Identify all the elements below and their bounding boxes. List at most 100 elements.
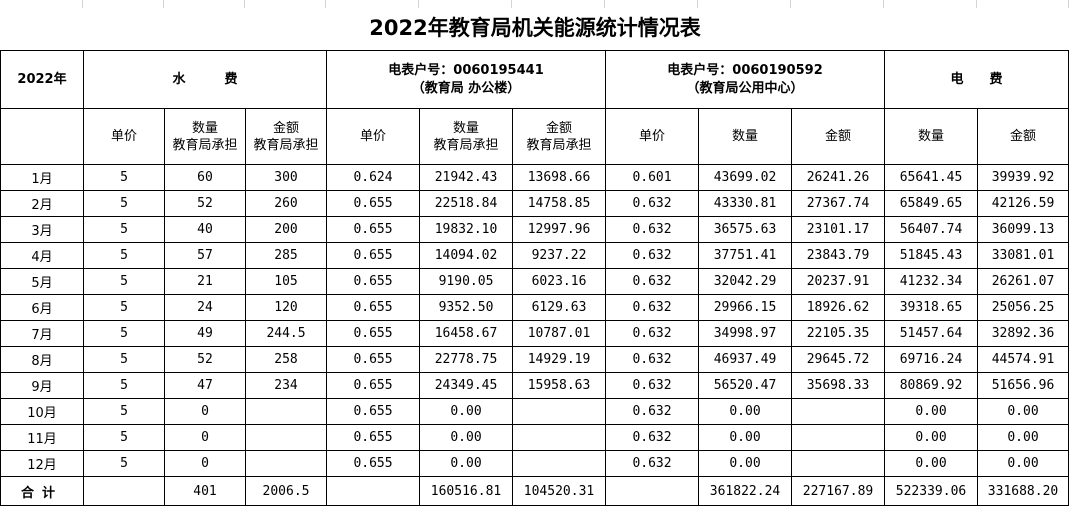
cell-m2-amt[interactable] (791, 398, 886, 425)
total-w-qty[interactable]: 401 (164, 476, 246, 506)
cell-e-qty[interactable]: 0.00 (884, 450, 979, 477)
cell-w-amt[interactable] (244, 450, 328, 477)
column-header-c[interactable] (164, 0, 245, 8)
cell-month[interactable]: 7月 (0, 320, 84, 347)
cell-m2-price[interactable]: 0.632 (605, 372, 700, 399)
cell-month[interactable]: 9月 (0, 372, 84, 399)
total-m2-qty[interactable]: 361822.24 (698, 476, 793, 506)
cell-w-qty[interactable]: 57 (164, 242, 246, 269)
cell-m2-qty[interactable]: 43699.02 (698, 164, 793, 191)
cell-m2-amt[interactable]: 20237.91 (791, 268, 886, 295)
cell-w-price[interactable]: 5 (83, 450, 165, 477)
cell-m1-amt[interactable]: 14758.85 (512, 190, 607, 217)
cell-w-qty[interactable]: 40 (164, 216, 246, 243)
cell-w-price[interactable]: 5 (83, 190, 165, 217)
cell-e-qty[interactable]: 39318.65 (884, 294, 979, 321)
cell-m1-price[interactable]: 0.655 (326, 398, 421, 425)
cell-w-qty[interactable]: 24 (164, 294, 246, 321)
cell-w-price[interactable]: 5 (83, 398, 165, 425)
column-header-b[interactable] (83, 0, 164, 8)
cell-e-amt[interactable]: 25056.25 (977, 294, 1070, 321)
electric-fee-header[interactable]: 电 费 (884, 50, 1070, 109)
cell-w-amt[interactable]: 105 (244, 268, 328, 295)
cell-m2-price[interactable]: 0.632 (605, 424, 700, 451)
cell-w-amt[interactable]: 244.5 (244, 320, 328, 347)
cell-m2-amt[interactable] (791, 450, 886, 477)
cell-month[interactable]: 5月 (0, 268, 84, 295)
cell-m2-qty[interactable]: 36575.63 (698, 216, 793, 243)
cell-month[interactable]: 8月 (0, 346, 84, 373)
cell-month[interactable]: 4月 (0, 242, 84, 269)
cell-m1-price[interactable]: 0.655 (326, 372, 421, 399)
cell-m1-qty[interactable]: 0.00 (419, 450, 514, 477)
electric-qty-header[interactable]: 数量 (884, 108, 979, 165)
cell-e-amt[interactable]: 0.00 (977, 450, 1070, 477)
cell-m1-amt[interactable] (512, 424, 607, 451)
cell-m1-price[interactable]: 0.655 (326, 242, 421, 269)
cell-e-qty[interactable]: 51457.64 (884, 320, 979, 347)
public-price-header[interactable]: 单价 (605, 108, 700, 165)
cell-w-amt[interactable]: 120 (244, 294, 328, 321)
year-cell[interactable]: 2022年 (0, 50, 84, 109)
cell-month[interactable]: 2月 (0, 190, 84, 217)
cell-e-amt[interactable]: 36099.13 (977, 216, 1070, 243)
cell-m2-qty[interactable]: 0.00 (698, 424, 793, 451)
totals-label[interactable]: 合计 (0, 476, 84, 506)
total-m1-qty[interactable]: 160516.81 (419, 476, 514, 506)
cell-m2-amt[interactable]: 23843.79 (791, 242, 886, 269)
cell-m2-qty[interactable]: 46937.49 (698, 346, 793, 373)
cell-w-price[interactable]: 5 (83, 424, 165, 451)
cell-m1-amt[interactable]: 9237.22 (512, 242, 607, 269)
water-price-header[interactable]: 单价 (83, 108, 165, 165)
cell-m1-qty[interactable]: 9352.50 (419, 294, 514, 321)
cell-m2-qty[interactable]: 43330.81 (698, 190, 793, 217)
cell-w-amt[interactable]: 234 (244, 372, 328, 399)
column-header-h[interactable] (605, 0, 698, 8)
cell-m1-amt[interactable]: 12997.96 (512, 216, 607, 243)
meter-office-header[interactable]: 电表户号：0060195441 （教育局 办公楼） (326, 50, 607, 109)
cell-m2-qty[interactable]: 29966.15 (698, 294, 793, 321)
cell-e-amt[interactable]: 39939.92 (977, 164, 1070, 191)
office-amount-header[interactable]: 金额 教育局承担 (512, 108, 607, 165)
cell-w-qty[interactable]: 47 (164, 372, 246, 399)
cell-w-amt[interactable] (244, 424, 328, 451)
cell-e-qty[interactable]: 0.00 (884, 398, 979, 425)
cell-month[interactable]: 11月 (0, 424, 84, 451)
office-price-header[interactable]: 单价 (326, 108, 421, 165)
cell-month[interactable]: 10月 (0, 398, 84, 425)
cell-w-qty[interactable]: 21 (164, 268, 246, 295)
cell-m1-amt[interactable]: 6129.63 (512, 294, 607, 321)
cell-w-amt[interactable] (244, 398, 328, 425)
sheet-title[interactable]: 2022年教育局机关能源统计情况表 (369, 16, 701, 40)
cell-e-qty[interactable]: 65641.45 (884, 164, 979, 191)
column-header-k[interactable] (884, 0, 977, 8)
cell-m1-qty[interactable]: 14094.02 (419, 242, 514, 269)
cell-w-qty[interactable]: 0 (164, 450, 246, 477)
cell-e-qty[interactable]: 80869.92 (884, 372, 979, 399)
cell-m1-qty[interactable]: 0.00 (419, 398, 514, 425)
office-qty-header[interactable]: 数量 教育局承担 (419, 108, 514, 165)
cell-m2-qty[interactable]: 32042.29 (698, 268, 793, 295)
cell-m1-price[interactable]: 0.655 (326, 320, 421, 347)
cell-m2-price[interactable]: 0.632 (605, 216, 700, 243)
cell-m1-amt[interactable] (512, 450, 607, 477)
cell-w-qty[interactable]: 0 (164, 424, 246, 451)
cell-e-qty[interactable]: 65849.65 (884, 190, 979, 217)
cell-m2-amt[interactable]: 18926.62 (791, 294, 886, 321)
cell-m2-qty[interactable]: 37751.41 (698, 242, 793, 269)
total-w-amt[interactable]: 2006.5 (244, 476, 328, 506)
cell-m2-price[interactable]: 0.632 (605, 268, 700, 295)
cell-m1-price[interactable]: 0.655 (326, 294, 421, 321)
cell-w-qty[interactable]: 49 (164, 320, 246, 347)
cell-m2-amt[interactable]: 26241.26 (791, 164, 886, 191)
cell-m1-qty[interactable]: 0.00 (419, 424, 514, 451)
cell-e-amt[interactable]: 0.00 (977, 398, 1070, 425)
totals-empty-cell[interactable] (326, 476, 421, 506)
cell-e-qty[interactable]: 41232.34 (884, 268, 979, 295)
blank-sub-cell[interactable] (0, 108, 84, 165)
cell-m2-amt[interactable]: 22105.35 (791, 320, 886, 347)
cell-m1-amt[interactable]: 14929.19 (512, 346, 607, 373)
cell-m2-qty[interactable]: 0.00 (698, 450, 793, 477)
cell-m1-qty[interactable]: 22778.75 (419, 346, 514, 373)
cell-m2-price[interactable]: 0.632 (605, 320, 700, 347)
